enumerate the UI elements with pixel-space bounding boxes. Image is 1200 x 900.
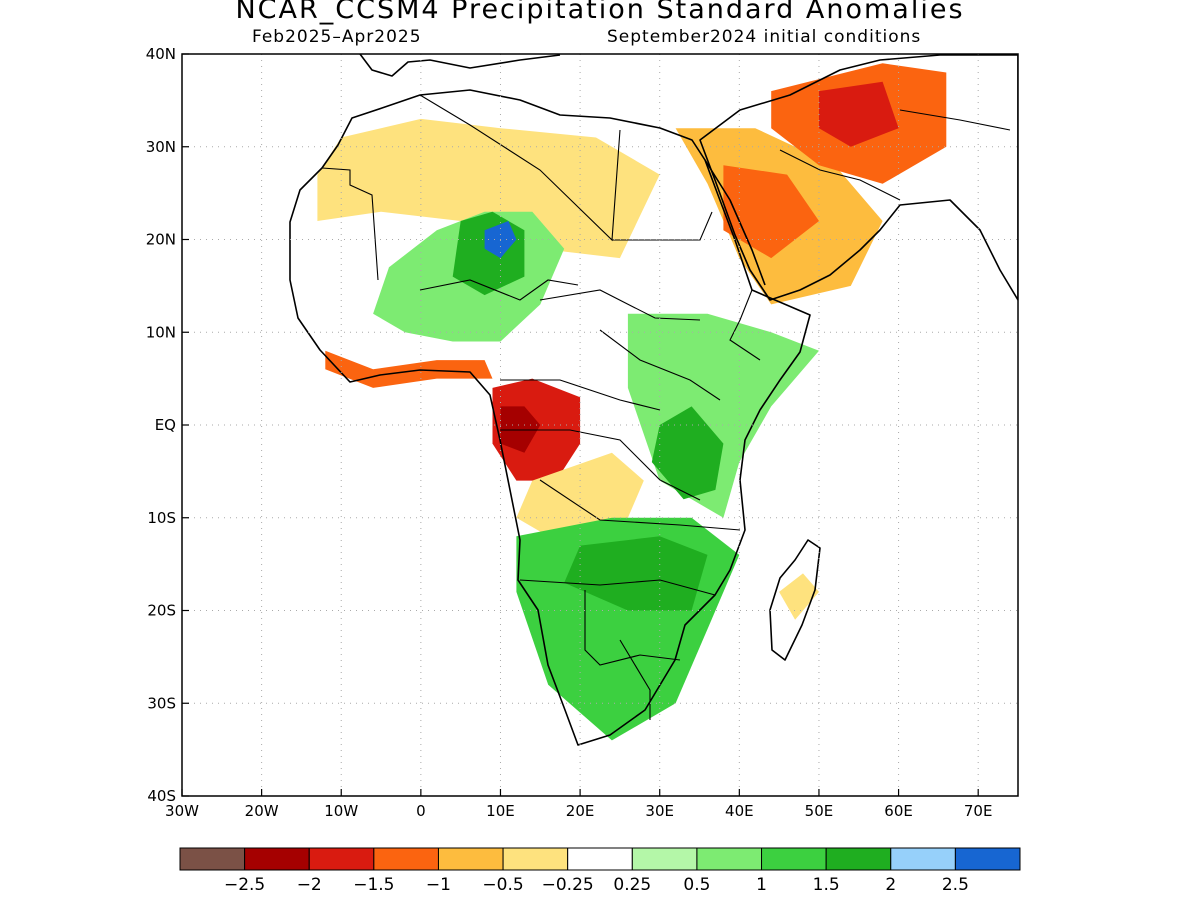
colorbar-swatch <box>696 847 763 871</box>
colorbar-swatch <box>954 847 1021 871</box>
x-tick-label: 60E <box>884 802 913 820</box>
madagascar-coastline <box>769 539 821 661</box>
y-tick-label: 40N <box>146 45 176 63</box>
anomaly-fields <box>317 63 947 741</box>
x-tick-label: 20W <box>245 802 279 820</box>
y-tick-label: 20S <box>147 602 176 620</box>
x-tick-label: 70E <box>964 802 993 820</box>
colorbar-swatch <box>890 847 956 871</box>
colorbar-label: 0.25 <box>613 875 651 895</box>
map-title: NCAR_CCSM4 Precipitation Standard Anomal… <box>235 0 965 25</box>
anomaly-region-9 <box>651 406 724 500</box>
colorbar-label: 1 <box>756 875 767 895</box>
y-tick-label: 30S <box>147 694 176 712</box>
x-tick-label: 30W <box>165 802 199 820</box>
x-tick-label: 50E <box>805 802 834 820</box>
colorbar-label: −1.5 <box>353 875 394 895</box>
anomaly-region-7 <box>516 452 644 537</box>
anomaly-region-11 <box>564 536 708 611</box>
coastlines <box>289 54 1018 746</box>
africa-coastline <box>289 89 811 746</box>
anomaly-region-0 <box>317 118 660 259</box>
axis-ticks <box>181 53 979 797</box>
colorbar-swatch <box>373 847 439 871</box>
colorbar-label: −2 <box>297 875 322 895</box>
anomaly-region-13 <box>723 165 819 259</box>
colorbar-swatch <box>502 847 569 871</box>
x-tick-label: 0 <box>416 802 426 820</box>
colorbar-label: 1.5 <box>813 875 840 895</box>
colorbar-label: −0.5 <box>482 875 523 895</box>
colorbar-swatch <box>761 847 827 871</box>
anomaly-region-15 <box>819 81 899 147</box>
colorbar-label: −2.5 <box>224 875 265 895</box>
arabia-coastline <box>699 54 1018 301</box>
colorbar-swatch <box>179 847 246 871</box>
red-sea-coast <box>704 159 766 286</box>
colorbar-swatch <box>244 847 310 871</box>
forecast-period: Feb2025–Apr2025 <box>252 27 422 47</box>
x-tick-label: 30E <box>645 802 674 820</box>
x-tick-label: 10E <box>486 802 515 820</box>
colorbar-label: 2 <box>885 875 896 895</box>
x-tick-label: 10W <box>324 802 358 820</box>
y-tick-label: 10S <box>147 509 176 527</box>
colorbar-label: 2.5 <box>942 875 969 895</box>
axis-labels: 30W 20W 10W 0 10E 20E 30E 40E 50E 60E 70E 40N 30N 20N… <box>146 45 993 820</box>
colorbar: −2.5 −2 −1.5 −1 −0.5 −0.25 0.25 0.5 1 1.5 2 2.5 <box>179 847 1021 895</box>
colorbar-swatch <box>567 847 633 871</box>
x-tick-label: 20E <box>566 802 595 820</box>
y-tick-label: 40S <box>147 787 176 805</box>
y-tick-label: EQ <box>155 416 176 434</box>
colorbar-label: −0.25 <box>542 875 594 895</box>
colorbar-swatch <box>631 847 698 871</box>
colorbar-label: −1 <box>426 875 451 895</box>
x-tick-label: 40E <box>725 802 754 820</box>
colorbar-swatch <box>437 847 504 871</box>
y-tick-label: 30N <box>146 138 176 156</box>
y-tick-label: 10N <box>146 323 176 341</box>
initial-conditions: September2024 initial conditions <box>607 27 922 47</box>
anomaly-region-8 <box>627 313 819 518</box>
colorbar-label: 0.5 <box>683 875 710 895</box>
colorbar-swatch <box>825 847 892 871</box>
anomaly-region-16 <box>779 573 819 620</box>
y-tick-label: 20N <box>146 231 176 249</box>
country-borders <box>321 94 1011 720</box>
colorbar-swatch <box>308 847 375 871</box>
gridlines <box>182 54 1018 796</box>
europe-coastline <box>359 54 561 77</box>
